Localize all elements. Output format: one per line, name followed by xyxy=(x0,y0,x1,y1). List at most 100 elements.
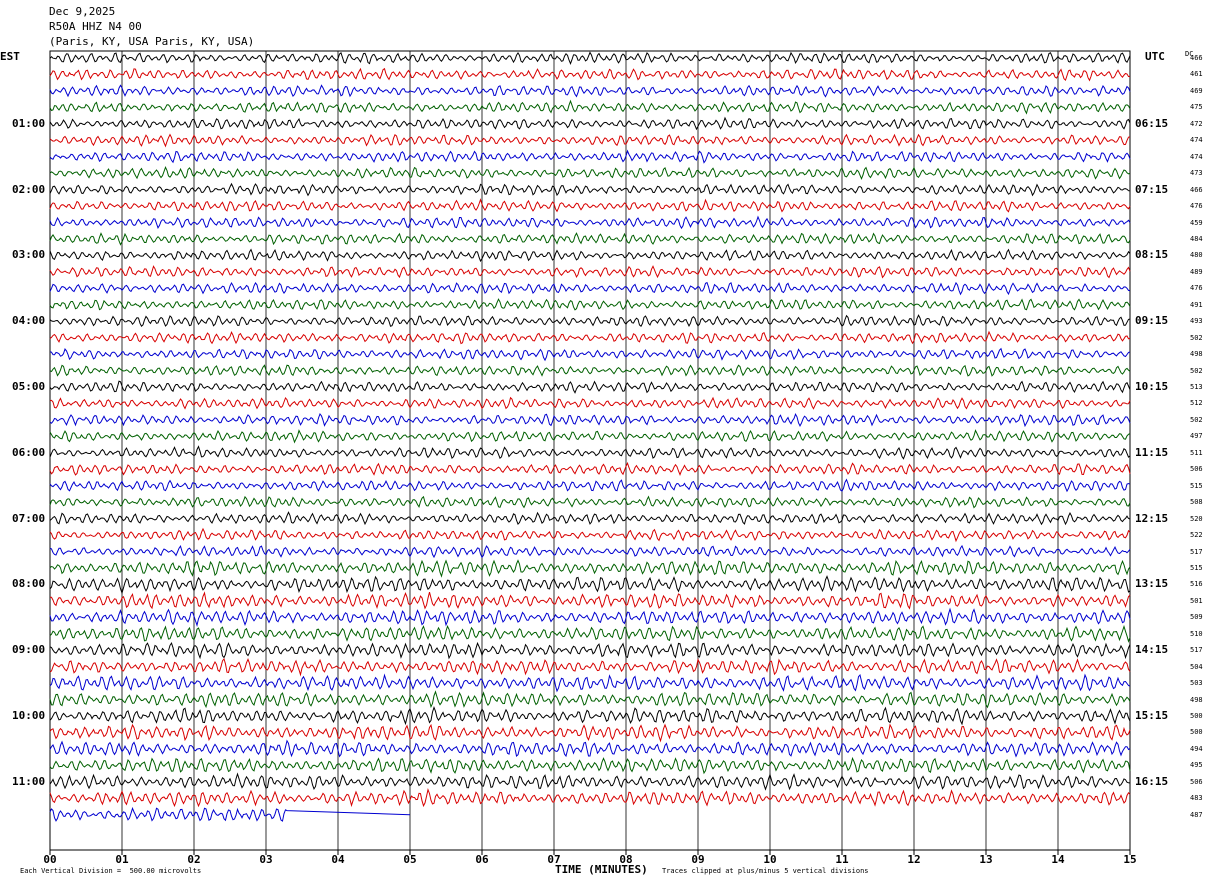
right-hour-label: 07:15 xyxy=(1135,182,1169,196)
left-hour-label: 11:00 xyxy=(12,774,46,788)
dc-offset-value: 498 xyxy=(1190,350,1203,359)
seismic-trace xyxy=(49,281,1131,296)
header-location: (Paris, KY, USA Paris, KY, USA) xyxy=(49,35,255,48)
left-hour-label: 04:00 xyxy=(12,314,46,328)
right-hour-label: 06:15 xyxy=(1135,116,1169,130)
right-hour-label: 16:15 xyxy=(1135,774,1169,788)
dc-offset-value: 475 xyxy=(1190,103,1203,112)
left-hour-label: 03:00 xyxy=(12,248,46,262)
seismic-trace xyxy=(49,364,1131,377)
dc-column-label: DC xyxy=(1185,50,1194,58)
left-hour-label: 06:00 xyxy=(12,445,46,459)
right-hour-label: 12:15 xyxy=(1135,511,1169,525)
dc-offset-value: 476 xyxy=(1190,202,1203,211)
dc-offset-value: 459 xyxy=(1190,218,1203,227)
seismic-trace xyxy=(49,607,1131,627)
seismic-trace xyxy=(49,641,1131,660)
seismic-trace xyxy=(49,673,1131,693)
dc-offset-value: 520 xyxy=(1190,514,1203,523)
dc-offset-value: 513 xyxy=(1190,383,1203,391)
seismic-trace xyxy=(49,511,1131,526)
dc-offset-value: 504 xyxy=(1190,662,1203,671)
x-tick-label: 13 xyxy=(979,853,993,866)
seismic-trace xyxy=(49,248,1131,263)
seismic-trace xyxy=(50,591,1131,610)
seismic-trace xyxy=(49,690,1131,709)
left-hour-label: 05:00 xyxy=(12,380,46,393)
dc-offset-value: 508 xyxy=(1190,498,1203,507)
header-date: Dec 9,2025 xyxy=(49,5,116,18)
footer-clip-note: Traces clipped at plus/minus 5 vertical … xyxy=(662,867,869,875)
dc-offset-value: 494 xyxy=(1190,744,1203,753)
x-tick-label: 10 xyxy=(763,853,777,866)
seismic-trace xyxy=(49,559,1131,578)
seismic-trace xyxy=(49,99,1131,115)
seismic-trace xyxy=(49,495,1131,509)
seismic-trace xyxy=(49,380,1131,394)
seismic-trace xyxy=(49,772,1131,791)
right-hour-label: 11:15 xyxy=(1135,445,1169,459)
seismic-trace xyxy=(49,624,1131,643)
x-axis-title: TIME (MINUTES) xyxy=(555,863,648,876)
seismic-trace xyxy=(49,706,1131,726)
right-timezone-label: UTC xyxy=(1145,50,1165,63)
seismic-trace xyxy=(49,182,1131,197)
x-tick-label: 07 xyxy=(547,853,561,866)
seismic-trace xyxy=(49,298,1131,311)
dc-offset-value: 502 xyxy=(1190,333,1203,342)
x-tick-label: 05 xyxy=(403,853,417,866)
seismic-trace xyxy=(49,806,411,822)
dc-offset-value: 506 xyxy=(1190,465,1203,474)
seismic-trace xyxy=(49,84,1131,98)
left-hour-label: 07:00 xyxy=(12,511,46,525)
dc-offset-value: 461 xyxy=(1190,70,1203,79)
seismic-trace xyxy=(49,412,1131,428)
dc-offset-value: 476 xyxy=(1190,284,1203,293)
seismic-trace xyxy=(49,396,1131,410)
dc-offset-value: 502 xyxy=(1190,366,1203,375)
right-hour-label: 13:15 xyxy=(1135,577,1169,591)
seismic-trace xyxy=(49,657,1131,677)
dc-offset-value: 466 xyxy=(1190,185,1203,194)
seismic-trace xyxy=(49,215,1131,230)
right-hour-label: 10:15 xyxy=(1135,380,1169,393)
left-hour-label: 02:00 xyxy=(12,182,46,196)
dc-offset-value: 500 xyxy=(1190,728,1203,737)
dc-offset-value: 493 xyxy=(1190,317,1203,326)
seismic-trace xyxy=(49,429,1131,444)
x-tick-label: 02 xyxy=(187,853,201,866)
dc-offset-value: 491 xyxy=(1190,300,1203,309)
dc-offset-value: 517 xyxy=(1190,646,1203,655)
dc-offset-value: 487 xyxy=(1190,810,1203,819)
x-tick-label: 11 xyxy=(835,853,849,866)
x-tick-label: 15 xyxy=(1123,853,1137,866)
footer-scale-note: Each Vertical Division = 500.00 microvol… xyxy=(20,867,202,875)
seismic-trace xyxy=(49,232,1131,246)
seismic-trace xyxy=(49,265,1131,279)
dc-offset-value: 509 xyxy=(1190,613,1203,622)
x-tick-label: 00 xyxy=(43,853,57,866)
dc-offset-value: 489 xyxy=(1190,267,1203,276)
seismic-trace xyxy=(49,575,1131,595)
seismic-trace xyxy=(49,198,1131,213)
dc-offset-value: 500 xyxy=(1190,712,1203,720)
dc-offset-value: 484 xyxy=(1190,234,1203,243)
seismic-trace xyxy=(49,478,1131,493)
x-tick-label: 03 xyxy=(259,853,273,866)
x-tick-label: 01 xyxy=(115,853,129,866)
left-hour-label: 01:00 xyxy=(12,116,46,130)
seismic-trace xyxy=(49,133,1131,148)
dc-offset-value: 511 xyxy=(1190,448,1203,457)
dc-offset-value: 517 xyxy=(1190,547,1203,556)
left-hour-label: 09:00 xyxy=(12,643,46,657)
seismic-trace xyxy=(49,347,1131,362)
seismic-trace xyxy=(49,739,1131,758)
seismic-trace xyxy=(49,165,1131,180)
dc-offset-value: 510 xyxy=(1190,629,1203,638)
seismic-trace xyxy=(49,314,1131,328)
right-hour-label: 15:15 xyxy=(1135,709,1169,722)
x-tick-label: 09 xyxy=(691,853,705,866)
dc-offset-value: 480 xyxy=(1190,251,1203,260)
right-hour-label: 09:15 xyxy=(1135,314,1169,328)
dc-offset-value: 506 xyxy=(1190,777,1203,786)
